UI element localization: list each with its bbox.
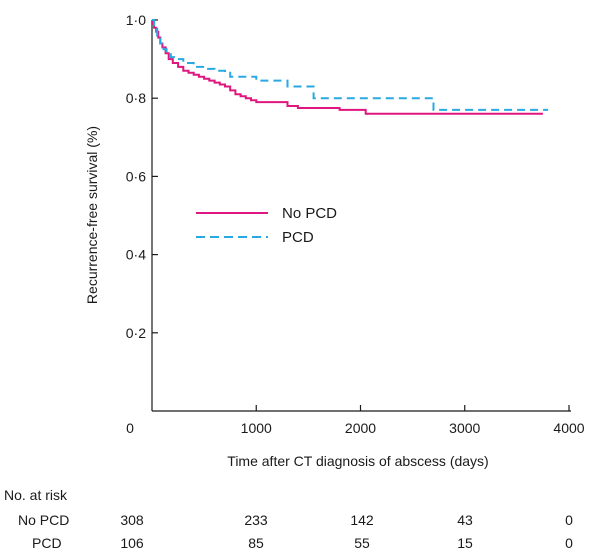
plot-area: 0 1000 2000 3000 4000 0·2 0·4 0·6 0·8 1·0 [126, 12, 585, 436]
risk-count-pcd-0: 106 [120, 535, 144, 551]
x-tick-label-4000: 4000 [553, 420, 584, 436]
risk-count-no-pcd-0: 308 [120, 512, 144, 528]
risk-table-title: No. at risk [4, 487, 68, 503]
risk-count-pcd-4000: 0 [565, 535, 573, 551]
legend-label-no-pcd: No PCD [282, 205, 337, 222]
legend-label-pcd: PCD [282, 229, 314, 246]
risk-count-no-pcd-3000: 43 [457, 512, 473, 528]
y-tick-label-0.8: 0·8 [126, 90, 146, 106]
x-tick-label-2000: 2000 [345, 420, 376, 436]
risk-row-label-pcd: PCD [32, 535, 62, 551]
risk-table: No. at risk No PCD PCD 308 233 142 43 0 … [4, 487, 573, 551]
y-tick-label-0.6: 0·6 [126, 168, 146, 184]
risk-count-no-pcd-2000: 142 [350, 512, 374, 528]
x-tick-label-0: 0 [126, 420, 134, 436]
y-tick-label-0.2: 0·2 [126, 325, 146, 341]
risk-row-label-no-pcd: No PCD [18, 512, 69, 528]
x-tick-label-1000: 1000 [241, 420, 272, 436]
y-axis-title: Recurrence-free survival (%) [84, 126, 100, 304]
x-axis-title: Time after CT diagnosis of abscess (days… [227, 453, 488, 469]
risk-count-no-pcd-4000: 0 [565, 512, 573, 528]
series-line-pcd [152, 19, 549, 111]
y-tick-label-1: 1·0 [126, 12, 146, 28]
risk-count-no-pcd-1000: 233 [244, 512, 268, 528]
x-tick-label-3000: 3000 [449, 420, 480, 436]
risk-count-pcd-2000: 55 [354, 535, 370, 551]
legend: No PCD PCD [196, 205, 337, 246]
risk-count-pcd-3000: 15 [457, 535, 473, 551]
series-line-no-pcd [152, 19, 543, 115]
y-tick-label-0.4: 0·4 [126, 247, 146, 263]
risk-count-pcd-1000: 85 [248, 535, 264, 551]
